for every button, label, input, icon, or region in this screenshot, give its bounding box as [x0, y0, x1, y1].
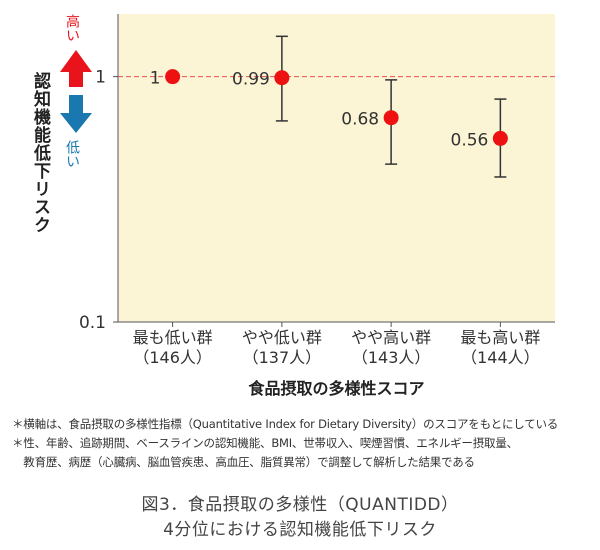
down-arrow-icon: [60, 95, 92, 133]
y-axis-title: 認知機能低下リスク: [30, 71, 52, 234]
low-risk-label: 低い: [64, 140, 80, 168]
chart: 0.1 1 最も低い群（146人） やや低い群（137人） やや高い群（143人） 最も高…: [30, 13, 555, 398]
high-risk-label: 高い: [64, 13, 80, 42]
data-point: [383, 110, 399, 126]
footnote-axis: ＊横軸は、食品摂取の多様性指標（Quantitative Index for D…: [12, 417, 559, 431]
data-label: 1: [150, 69, 161, 89]
x-tick-label: 最も高い群: [460, 328, 540, 347]
data-point: [274, 70, 290, 86]
plot-area: [118, 14, 555, 322]
x-tick-label: やや低い群: [242, 328, 322, 347]
data-label: 0.56: [451, 130, 489, 150]
data-label: 0.68: [341, 110, 379, 130]
y-tick-label: 1: [95, 68, 106, 88]
footnote-adjustment-2: 教育歴、病歴（心臓病、脳血管疾患、高血圧、脂質異常）で調整して解析した結果である: [12, 455, 475, 469]
x-tick-count: （146人）: [133, 348, 212, 367]
data-label: 0.99: [232, 70, 270, 90]
x-tick-count: （143人）: [352, 348, 431, 367]
y-tick-label: 0.1: [79, 313, 106, 333]
figure-caption-line1: 図3．食品摂取の多様性（QUANTIDD）: [141, 495, 459, 515]
x-tick-count: （137人）: [243, 348, 322, 367]
x-tick-label: 最も低い群: [133, 328, 213, 347]
x-tick-count: （144人）: [461, 348, 540, 367]
footnote-adjustment-1: ＊性、年齢、追跡期間、ベースラインの認知機能、BMI、世帯収入、喫煙習慣、エネル…: [12, 436, 518, 450]
x-tick-label: やや高い群: [351, 328, 431, 347]
figure-caption-line2: 4分位における認知機能低下リスク: [163, 520, 437, 540]
up-arrow-icon: [60, 50, 92, 87]
x-axis-title: 食品摂取の多様性スコア: [247, 379, 424, 398]
data-point: [492, 130, 508, 146]
data-point: [165, 69, 181, 85]
